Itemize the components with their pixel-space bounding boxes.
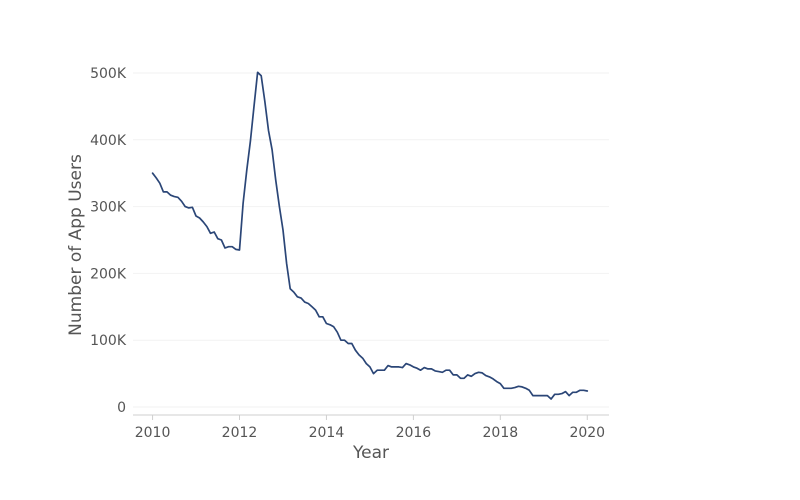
y-tick-label: 0 xyxy=(117,400,126,416)
series-layer xyxy=(153,72,588,399)
x-tick-label: 2016 xyxy=(396,425,432,441)
axes: 0 100K 200K 300K 400K 500K 2010 2012 2014 2016 201… xyxy=(90,66,609,441)
x-tick-label: 2010 xyxy=(135,425,171,441)
y-tick-label: 300K xyxy=(90,200,127,216)
x-axis-title: Year xyxy=(352,443,389,463)
grid-lines xyxy=(133,73,609,407)
x-tick-label: 2012 xyxy=(222,425,258,441)
y-tick-label: 200K xyxy=(90,266,127,282)
x-tick-label: 2020 xyxy=(569,425,605,441)
x-tick-label: 2018 xyxy=(483,425,519,441)
y-axis-title: Number of App Users xyxy=(66,154,86,336)
series-line-app-users xyxy=(153,72,588,399)
y-tick-label: 500K xyxy=(90,66,127,82)
y-tick-label: 100K xyxy=(90,333,127,349)
y-tick-label: 400K xyxy=(90,133,127,149)
x-tick-label: 2014 xyxy=(309,425,345,441)
